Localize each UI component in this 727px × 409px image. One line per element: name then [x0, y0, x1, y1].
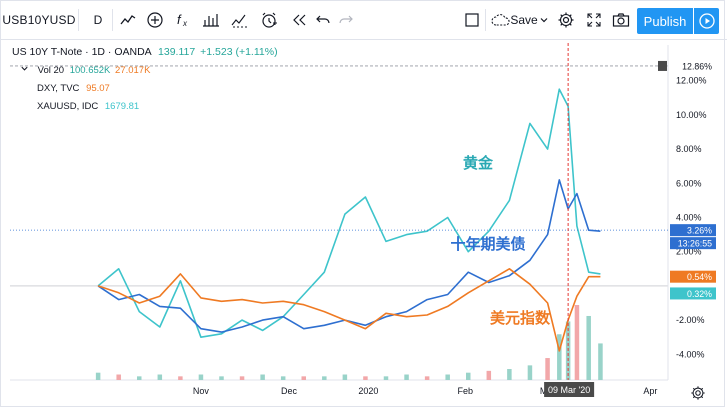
alert-clock-icon[interactable] [258, 9, 280, 31]
legend-main-change: +1.523 (+1.11%) [200, 46, 278, 58]
toolbar-divider [78, 9, 79, 31]
legend-volume[interactable]: Vol 20 100.652K 27.017K [20, 64, 150, 76]
replay-icon[interactable] [288, 9, 310, 31]
expand-icon[interactable] [583, 9, 605, 31]
legend-main[interactable]: US 10Y T-Note · 1D · OANDA 139.117 +1.52… [12, 46, 278, 58]
svg-text:x: x [182, 19, 188, 28]
legend-main-value: 139.117 [158, 46, 196, 58]
legend-dxy-value: 95.07 [86, 83, 110, 94]
fullscreen-square-icon[interactable] [462, 9, 482, 31]
templates-icon[interactable] [228, 9, 250, 31]
legend-xau-value: 1679.81 [104, 101, 140, 112]
legend-dxy[interactable]: DXY, TVC 95.07 [37, 83, 110, 94]
chevron-down-icon[interactable] [538, 9, 550, 31]
interval-button[interactable]: D [93, 13, 103, 27]
financials-icon[interactable] [200, 9, 222, 31]
save-button[interactable]: Save [510, 13, 538, 27]
play-circle-icon [698, 13, 715, 29]
legend-vol-value2: 27.017K [115, 65, 151, 76]
undo-icon[interactable] [313, 9, 333, 31]
publish-options-button[interactable] [693, 8, 719, 34]
toolbar-divider [485, 9, 486, 31]
settings-gear-icon[interactable] [555, 9, 577, 31]
chart-style-icon[interactable] [117, 9, 139, 31]
legend-main-title: US 10Y T-Note · 1D · OANDA [12, 46, 152, 58]
legend-xau-label: XAUUSD, IDC [37, 101, 99, 112]
scale-settings-gear-icon[interactable] [690, 385, 708, 403]
compare-add-icon[interactable] [144, 9, 166, 31]
legend-vol-label: Vol 20 [37, 65, 65, 76]
toolbar-divider [112, 9, 113, 31]
collapse-chevron-icon[interactable] [20, 64, 29, 76]
redo-icon[interactable] [336, 9, 356, 31]
symbol-search-button[interactable]: USB10YUSD [2, 13, 76, 27]
legend-dxy-label: DXY, TVC [37, 83, 80, 94]
legend-vol-value1: 100.652K [69, 65, 111, 76]
camera-icon[interactable] [610, 9, 632, 31]
publish-button[interactable]: Publish [637, 8, 693, 34]
svg-text:f: f [177, 12, 182, 27]
cloud-save-icon[interactable] [490, 9, 512, 31]
legend-xau[interactable]: XAUUSD, IDC 1679.81 [37, 101, 139, 112]
